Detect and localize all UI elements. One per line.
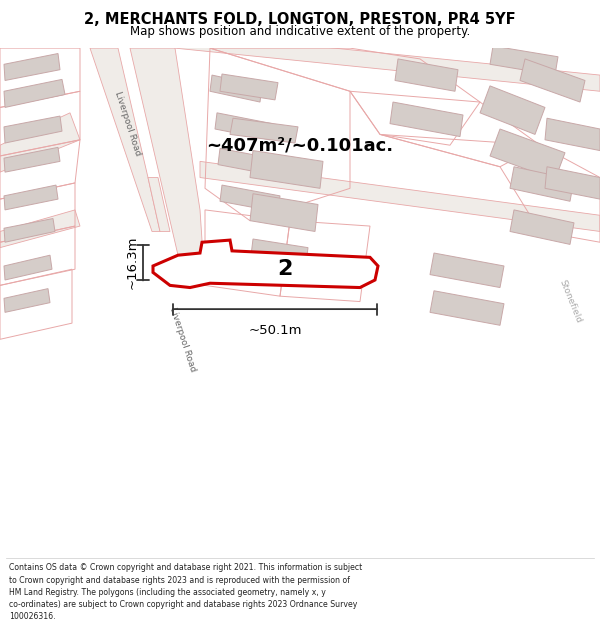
Polygon shape: [545, 118, 600, 151]
Text: 2, MERCHANTS FOLD, LONGTON, PRESTON, PR4 5YF: 2, MERCHANTS FOLD, LONGTON, PRESTON, PR4…: [84, 12, 516, 27]
Text: 2: 2: [277, 259, 293, 279]
Polygon shape: [250, 194, 318, 231]
Polygon shape: [4, 219, 55, 243]
Polygon shape: [4, 54, 60, 81]
Text: ~407m²/~0.101ac.: ~407m²/~0.101ac.: [206, 136, 394, 154]
Polygon shape: [218, 148, 277, 176]
Polygon shape: [200, 161, 600, 231]
Polygon shape: [395, 59, 458, 91]
Text: co-ordinates) are subject to Crown copyright and database rights 2023 Ordnance S: co-ordinates) are subject to Crown copyr…: [9, 600, 358, 609]
Polygon shape: [215, 113, 272, 140]
Polygon shape: [175, 32, 600, 91]
Text: Liverpool Road: Liverpool Road: [169, 306, 197, 372]
Text: HM Land Registry. The polygons (including the associated geometry, namely x, y: HM Land Registry. The polygons (includin…: [9, 588, 326, 597]
Text: ~16.3m: ~16.3m: [126, 236, 139, 289]
Polygon shape: [90, 48, 160, 231]
Polygon shape: [430, 291, 504, 325]
Polygon shape: [250, 239, 308, 272]
Polygon shape: [250, 151, 323, 188]
Polygon shape: [520, 59, 585, 102]
Polygon shape: [230, 118, 298, 143]
Polygon shape: [153, 240, 378, 288]
Polygon shape: [545, 167, 600, 199]
Polygon shape: [390, 102, 463, 136]
Text: ~50.1m: ~50.1m: [248, 324, 302, 338]
Polygon shape: [510, 210, 574, 244]
Polygon shape: [510, 167, 574, 201]
Polygon shape: [480, 86, 545, 134]
Polygon shape: [4, 79, 65, 107]
Polygon shape: [0, 210, 80, 248]
Polygon shape: [210, 75, 262, 102]
Polygon shape: [148, 177, 170, 231]
Polygon shape: [4, 185, 58, 210]
Text: to Crown copyright and database rights 2023 and is reproduced with the permissio: to Crown copyright and database rights 2…: [9, 576, 350, 584]
Text: Map shows position and indicative extent of the property.: Map shows position and indicative extent…: [130, 24, 470, 38]
Polygon shape: [220, 74, 278, 100]
Polygon shape: [130, 48, 205, 286]
Text: 100026316.: 100026316.: [9, 612, 56, 621]
Polygon shape: [490, 129, 565, 180]
Polygon shape: [4, 289, 50, 312]
Polygon shape: [0, 113, 80, 172]
Polygon shape: [4, 255, 52, 280]
Text: Stonefield: Stonefield: [557, 279, 583, 324]
Polygon shape: [4, 116, 62, 143]
Text: Contains OS data © Crown copyright and database right 2021. This information is : Contains OS data © Crown copyright and d…: [9, 563, 362, 572]
Polygon shape: [4, 148, 60, 172]
Polygon shape: [220, 185, 280, 212]
Text: Liverpool Road: Liverpool Road: [113, 90, 143, 157]
Polygon shape: [430, 253, 504, 288]
Polygon shape: [490, 46, 558, 75]
